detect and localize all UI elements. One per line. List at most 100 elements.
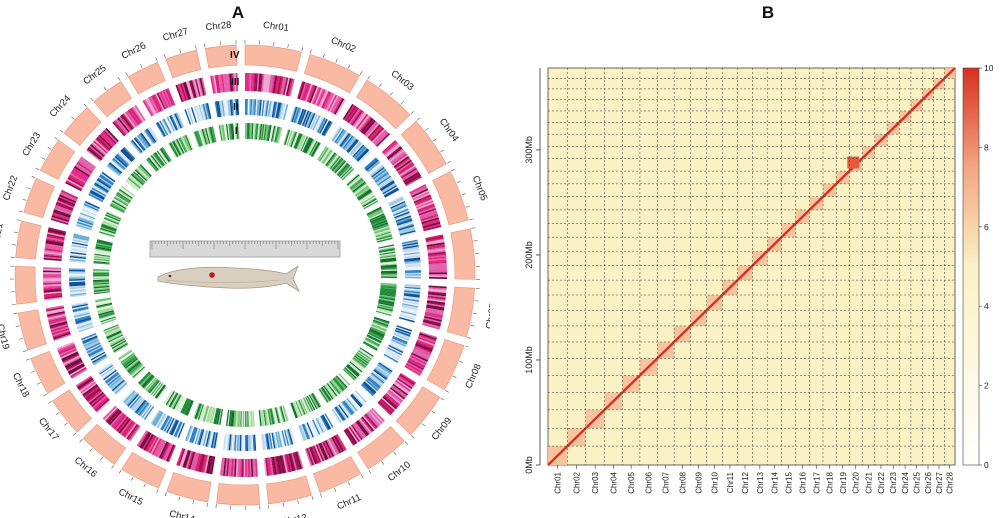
chromosome-label: Chr11 xyxy=(335,492,362,512)
chromosome-label: Chr17 xyxy=(36,416,61,443)
track-label: II xyxy=(233,102,239,113)
colorbar-tick-label: 6 xyxy=(984,222,989,232)
diagonal-signal xyxy=(689,309,708,327)
ideogram-chr03 xyxy=(356,79,411,130)
diagonal-signal xyxy=(751,250,769,267)
track-label: III xyxy=(231,77,240,88)
x-tick-label: Chr11 xyxy=(726,471,735,493)
diagonal-signal xyxy=(835,170,851,185)
colorbar-tick-label: 8 xyxy=(984,142,989,152)
x-tick-label: Chr21 xyxy=(865,471,874,493)
panel-b-label: B xyxy=(762,3,774,22)
chromosome-label: Chr04 xyxy=(437,116,461,143)
chromosome-label: Chr27 xyxy=(162,26,190,44)
chromosome-label: Chr15 xyxy=(117,486,145,508)
ideogram-chr06 xyxy=(450,228,476,280)
ideogram-chr28 xyxy=(204,44,238,69)
diagonal-signal xyxy=(673,325,692,343)
x-tick-label: Chr10 xyxy=(711,471,720,493)
x-tick-label: Chr24 xyxy=(901,471,910,493)
chromosome-label: Chr19 xyxy=(0,323,11,351)
chromosome-label: Chr06 xyxy=(487,239,490,266)
fish-on-ruler-image xyxy=(149,240,341,293)
colorbar-tick-label: 4 xyxy=(984,301,989,311)
ideogram-chr19 xyxy=(17,309,47,351)
diagonal-signal xyxy=(705,294,724,312)
chromosome-label: Chr05 xyxy=(470,174,489,202)
diagonal-signal xyxy=(910,98,924,112)
ideogram-chr13 xyxy=(216,483,260,506)
colorbar-tick-label: 0 xyxy=(984,460,989,470)
ideogram-chr17 xyxy=(52,389,93,433)
chromosome-label: Chr16 xyxy=(72,455,99,480)
ideogram-chr02 xyxy=(303,53,360,94)
x-tick-label: Chr12 xyxy=(741,471,750,493)
ideogram-chr05 xyxy=(432,171,469,226)
x-tick-label: Chr06 xyxy=(645,471,654,493)
ideogram-chr04 xyxy=(400,120,447,174)
ideogram-chr24 xyxy=(63,107,102,146)
diagonal-signal xyxy=(886,121,901,136)
x-tick-label: Chr08 xyxy=(678,471,687,493)
diagonal-signal xyxy=(921,88,935,101)
x-tick-label: Chr03 xyxy=(591,471,600,493)
diagonal-signal xyxy=(780,222,797,238)
ideogram-chr09 xyxy=(395,386,441,436)
x-tick-label: Chr05 xyxy=(627,471,636,493)
diagonal-signal xyxy=(639,357,659,377)
colorbar xyxy=(962,67,980,466)
chromosome-label: Chr01 xyxy=(262,20,289,34)
ideogram-chr23 xyxy=(39,139,76,180)
chromosome-label: Chr21 xyxy=(0,222,6,249)
x-tick-label: Chr27 xyxy=(935,471,944,493)
ideogram-chr20 xyxy=(14,265,38,305)
x-tick-label: Chr14 xyxy=(770,471,779,493)
x-tick-label: Chr28 xyxy=(946,471,955,493)
chromosome-label: Chr02 xyxy=(329,35,357,55)
chromosome-label: Chr25 xyxy=(81,63,108,87)
diagonal-signal xyxy=(621,374,641,394)
ideogram-chr21 xyxy=(15,220,42,260)
diagonal-signal xyxy=(603,391,624,411)
chromosome-label: Chr10 xyxy=(386,459,413,484)
chromosome-label: Chr24 xyxy=(48,93,74,120)
track-label: I xyxy=(235,126,238,137)
diagonal-signal xyxy=(584,409,606,430)
x-tick-label: Chr19 xyxy=(839,471,848,493)
x-tick-label: Chr09 xyxy=(695,471,704,493)
inter-chromosome-signal xyxy=(847,156,860,169)
diagonal-signal xyxy=(794,209,811,225)
x-tick-label: Chr07 xyxy=(662,471,671,493)
ideogram-chr22 xyxy=(23,177,55,219)
ideogram-chr12 xyxy=(266,475,312,505)
diagonal-signal xyxy=(943,67,956,80)
chromosome-label: Chr20 xyxy=(0,273,1,299)
panel-a-label: A xyxy=(232,3,244,22)
x-tick-label: Chr15 xyxy=(785,471,794,493)
ideogram-chr01 xyxy=(244,44,302,72)
x-tick-label: Chr16 xyxy=(799,471,808,493)
x-tick-label: Chr26 xyxy=(924,471,933,493)
panel-a-circos: A Chr01 Chr02 Chr03 Chr04 Chr05 Chr06 Chr07 Chr… xyxy=(0,3,490,518)
x-tick-label: Chr17 xyxy=(812,471,821,493)
y-tick-label: 100Mb xyxy=(524,346,534,374)
chromosome-label: Chr12 xyxy=(280,512,308,518)
chromosome-label: Chr08 xyxy=(463,362,484,390)
ideogram-chr26 xyxy=(127,61,166,95)
diagonal-signal xyxy=(822,183,838,198)
x-tick-label: Chr23 xyxy=(889,471,898,493)
chromosome-label: Chr26 xyxy=(120,40,148,61)
chromosome-label: Chr14 xyxy=(168,508,196,518)
y-tick-label: 200Mb xyxy=(524,241,534,269)
ideogram-chr16 xyxy=(82,423,127,465)
ideogram-chr08 xyxy=(426,339,465,391)
diagonal-signal xyxy=(808,195,824,211)
diagonal-signal xyxy=(873,133,889,148)
ideogram-chr14 xyxy=(166,472,212,503)
ideogram-chr10 xyxy=(357,426,405,470)
colorbar-tick-label: 10 xyxy=(984,63,994,73)
chromosome-label: Chr07 xyxy=(484,303,490,330)
chromosome-label: Chr23 xyxy=(20,131,43,159)
diagonal-signal xyxy=(721,279,739,296)
